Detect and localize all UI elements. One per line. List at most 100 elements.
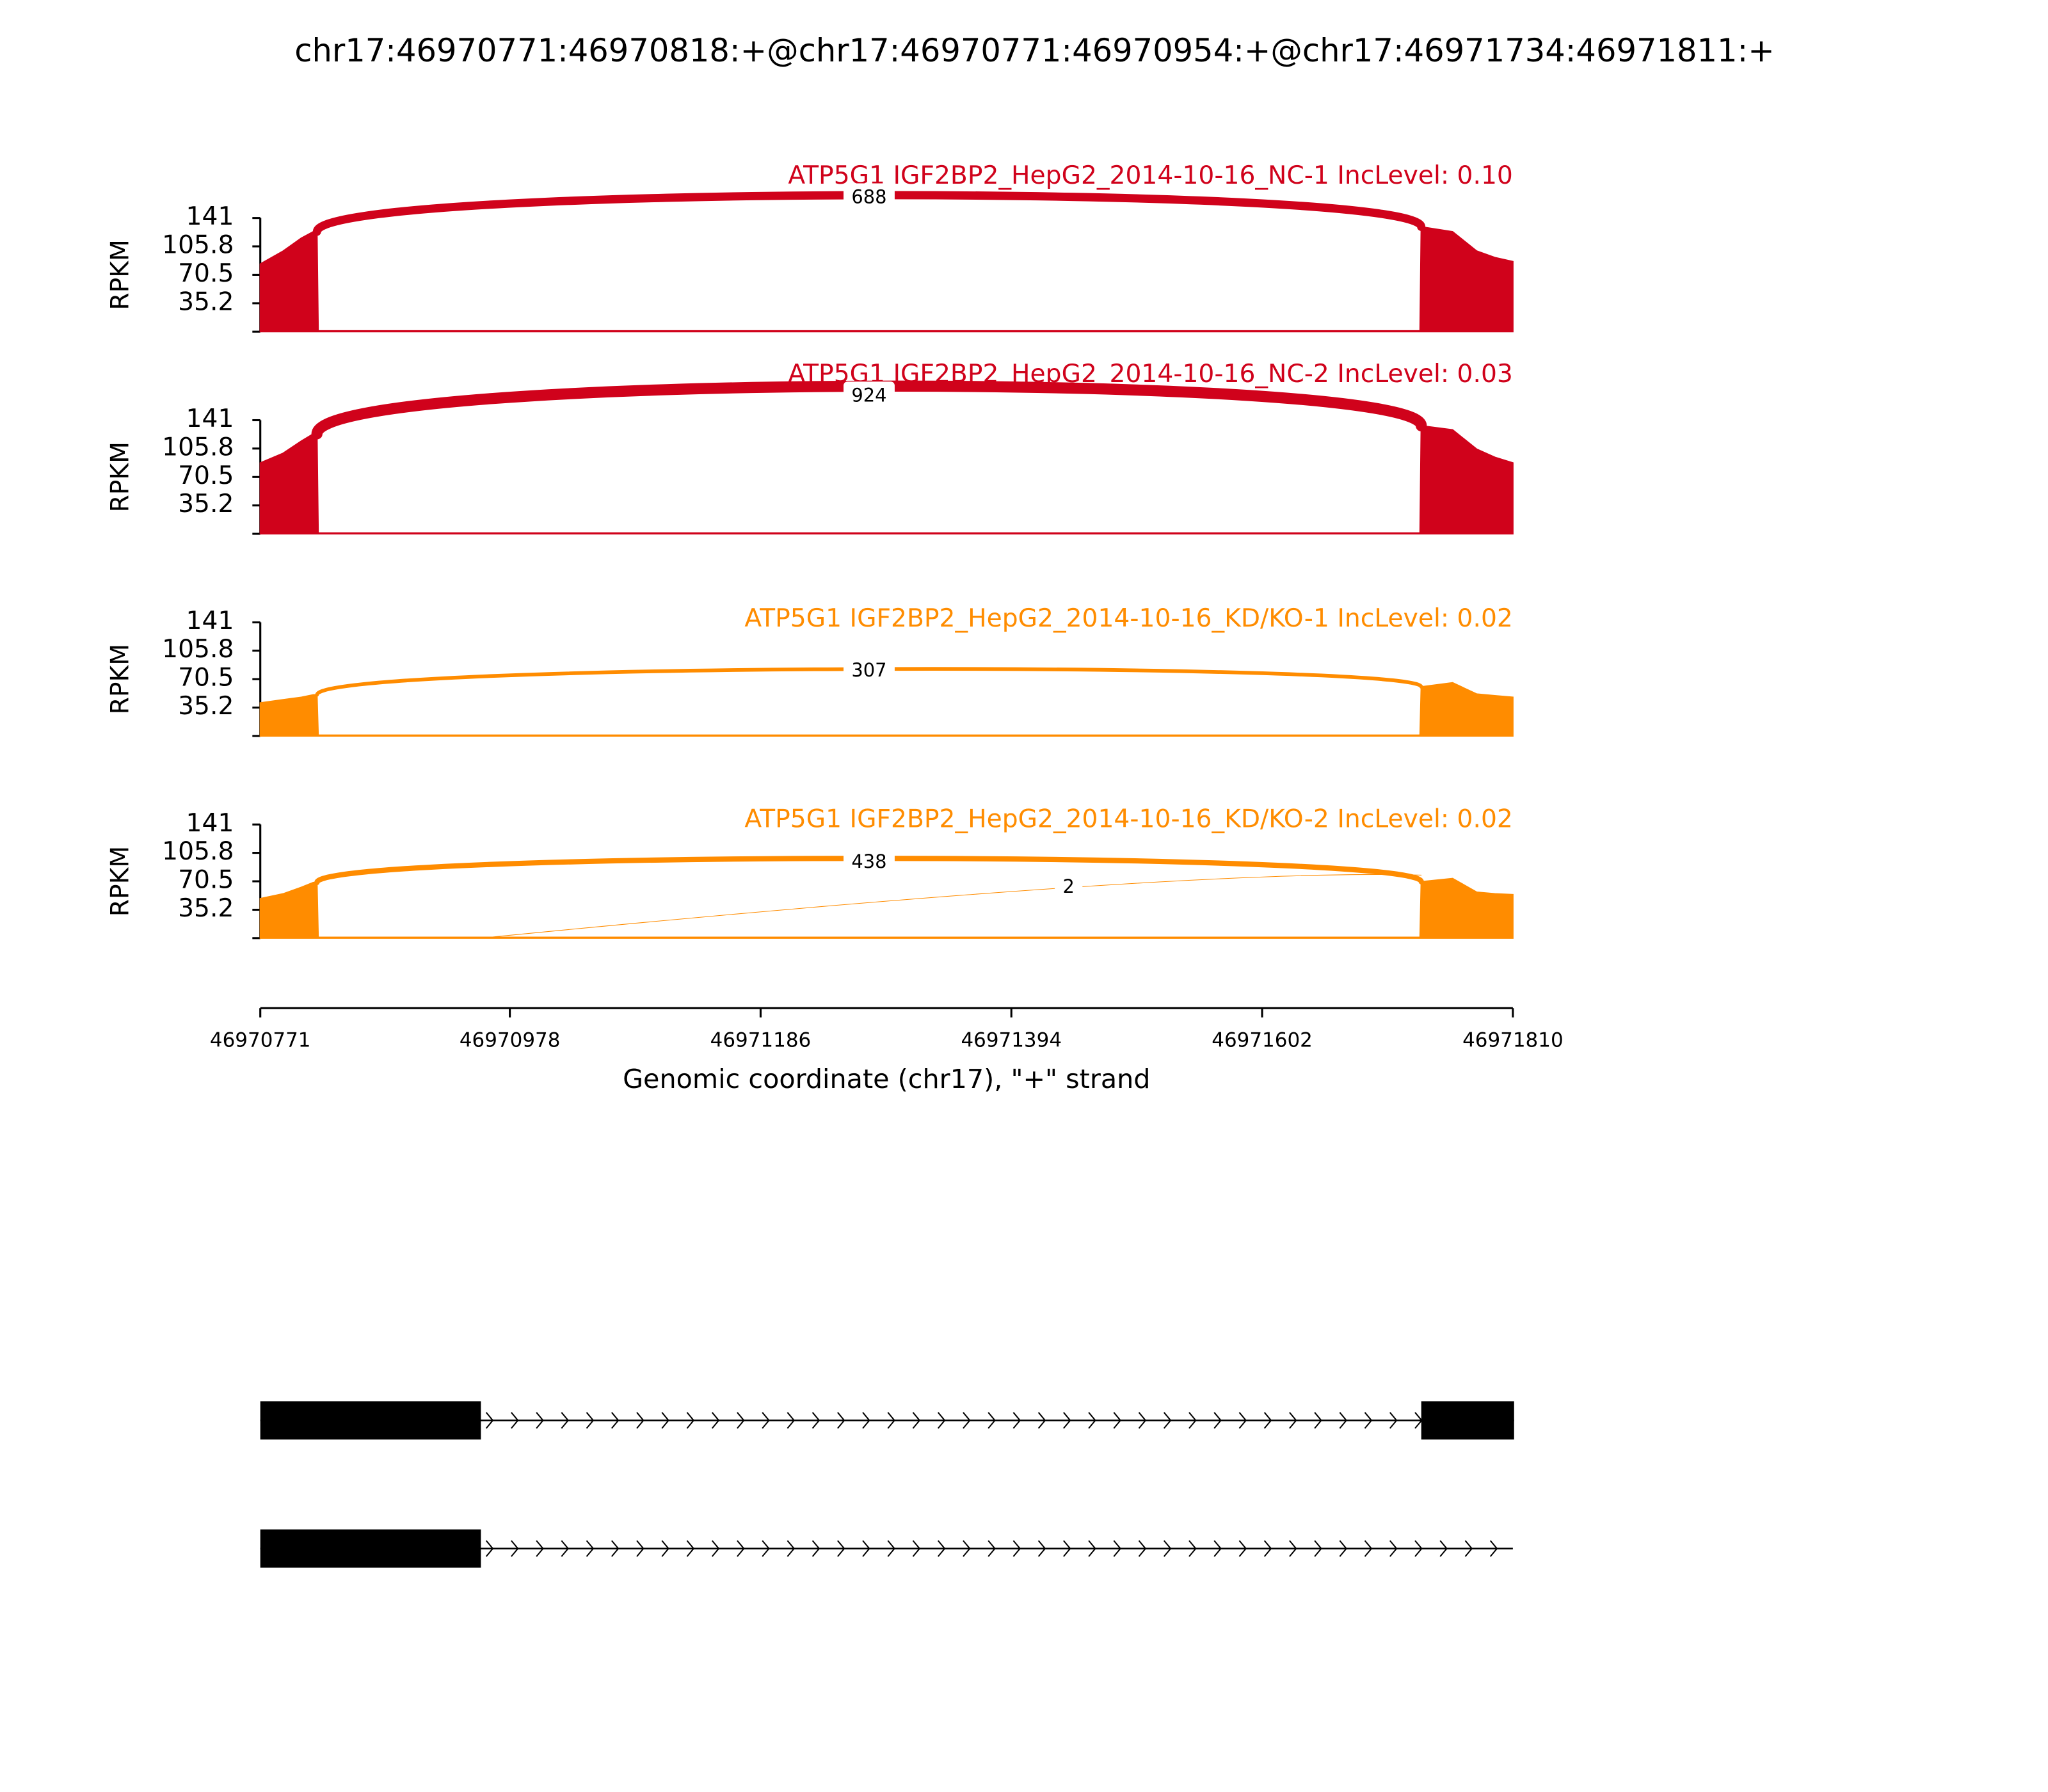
- strand-arrow: [1063, 1412, 1071, 1429]
- coverage-area: [259, 226, 1514, 333]
- panel-title: ATP5G1 IGF2BP2_HepG2_2014-10-16_NC-1 Inc…: [788, 161, 1513, 190]
- junction-count: 307: [851, 659, 886, 681]
- strand-arrow: [737, 1412, 745, 1429]
- junction-label-box: [844, 183, 895, 211]
- y-axis-label: RPKM: [106, 442, 134, 512]
- y-tick-label: 70.5: [178, 664, 234, 692]
- y-tick-label: 105.8: [162, 230, 234, 259]
- strand-arrow: [511, 1412, 519, 1429]
- strand-arrow: [837, 1540, 845, 1557]
- strand-arrow: [1414, 1540, 1423, 1557]
- strand-arrow: [586, 1412, 595, 1429]
- strand-arrow: [837, 1412, 845, 1429]
- strand-arrow: [787, 1540, 796, 1557]
- strand-arrow: [887, 1540, 895, 1557]
- strand-arrow: [1063, 1540, 1071, 1557]
- strand-arrow: [1389, 1412, 1398, 1429]
- strand-arrow: [937, 1412, 946, 1429]
- strand-arrow: [1289, 1412, 1297, 1429]
- strand-arrow: [1213, 1412, 1222, 1429]
- y-tick-label: 141: [186, 809, 234, 838]
- strand-arrow: [661, 1412, 669, 1429]
- y-tick-label: 35.2: [178, 287, 234, 316]
- strand-arrow: [1163, 1540, 1172, 1557]
- strand-arrow: [636, 1540, 644, 1557]
- strand-arrow: [1464, 1540, 1473, 1557]
- x-tick-label: 46970978: [460, 1028, 561, 1052]
- strand-arrow: [561, 1412, 570, 1429]
- strand-arrow: [611, 1540, 620, 1557]
- x-tick-label: 46970771: [210, 1028, 311, 1052]
- panel-title: ATP5G1 IGF2BP2_HepG2_2014-10-16_KD/KO-1 …: [744, 604, 1512, 633]
- strand-arrow: [485, 1540, 494, 1557]
- strand-arrow: [1088, 1540, 1096, 1557]
- junction-count: 438: [851, 851, 886, 872]
- x-tick-label: 46971394: [961, 1028, 1062, 1052]
- strand-arrow: [762, 1540, 770, 1557]
- x-tick-label: 46971186: [710, 1028, 812, 1052]
- exon: [1421, 1401, 1514, 1440]
- strand-arrow: [586, 1540, 595, 1557]
- strand-arrow: [1439, 1540, 1448, 1557]
- strand-arrow: [1238, 1540, 1247, 1557]
- strand-arrow: [988, 1540, 996, 1557]
- strand-arrow: [1314, 1540, 1322, 1557]
- junction-label-box: [844, 381, 895, 409]
- junction-count: 924: [851, 384, 886, 406]
- strand-arrow: [511, 1540, 519, 1557]
- strand-arrow: [485, 1412, 494, 1429]
- strand-arrow: [1289, 1540, 1297, 1557]
- strand-arrow: [862, 1412, 870, 1429]
- y-tick-label: 35.2: [178, 490, 234, 518]
- strand-arrow: [1339, 1412, 1348, 1429]
- y-tick-label: 105.8: [162, 837, 234, 866]
- strand-arrow: [862, 1540, 870, 1557]
- junction-arc: [480, 874, 1422, 939]
- strand-arrow: [737, 1540, 745, 1557]
- y-tick-label: 70.5: [178, 461, 234, 490]
- y-tick-label: 105.8: [162, 635, 234, 664]
- coverage-area: [259, 682, 1514, 737]
- strand-arrow: [1238, 1412, 1247, 1429]
- strand-arrow: [887, 1412, 895, 1429]
- strand-arrow: [912, 1540, 921, 1557]
- exon: [260, 1401, 481, 1440]
- y-tick-label: 70.5: [178, 866, 234, 895]
- strand-arrow: [686, 1412, 695, 1429]
- strand-arrow: [1037, 1412, 1046, 1429]
- coverage-area: [259, 877, 1514, 939]
- strand-arrow: [1188, 1412, 1197, 1429]
- strand-arrow: [1364, 1540, 1373, 1557]
- exon: [260, 1529, 481, 1568]
- strand-arrow: [636, 1412, 644, 1429]
- strand-arrow: [1012, 1412, 1021, 1429]
- strand-arrow: [787, 1412, 796, 1429]
- y-axis-label: RPKM: [106, 644, 134, 714]
- junction-count: 2: [1063, 876, 1075, 897]
- y-tick-label: 105.8: [162, 433, 234, 461]
- strand-arrow: [686, 1540, 695, 1557]
- strand-arrow: [912, 1412, 921, 1429]
- strand-arrow: [711, 1540, 720, 1557]
- strand-arrow: [611, 1412, 620, 1429]
- strand-arrow: [1163, 1412, 1172, 1429]
- strand-arrow: [536, 1412, 544, 1429]
- strand-arrow: [937, 1540, 946, 1557]
- strand-arrow: [711, 1412, 720, 1429]
- y-tick-label: 35.2: [178, 692, 234, 721]
- strand-arrow: [762, 1412, 770, 1429]
- chart-title: chr17:46970771:46970818:+@chr17:46970771…: [294, 32, 1774, 69]
- strand-arrow: [1138, 1540, 1147, 1557]
- strand-arrow: [1389, 1540, 1398, 1557]
- strand-arrow: [812, 1412, 820, 1429]
- strand-arrow: [1339, 1540, 1348, 1557]
- y-tick-label: 141: [186, 404, 234, 433]
- strand-arrow: [1364, 1412, 1373, 1429]
- strand-arrow: [661, 1540, 669, 1557]
- strand-arrow: [1012, 1540, 1021, 1557]
- strand-arrow: [561, 1540, 570, 1557]
- strand-arrow: [1263, 1412, 1272, 1429]
- strand-arrow: [1088, 1412, 1096, 1429]
- y-axis-label: RPKM: [106, 239, 134, 310]
- strand-arrow: [1113, 1540, 1121, 1557]
